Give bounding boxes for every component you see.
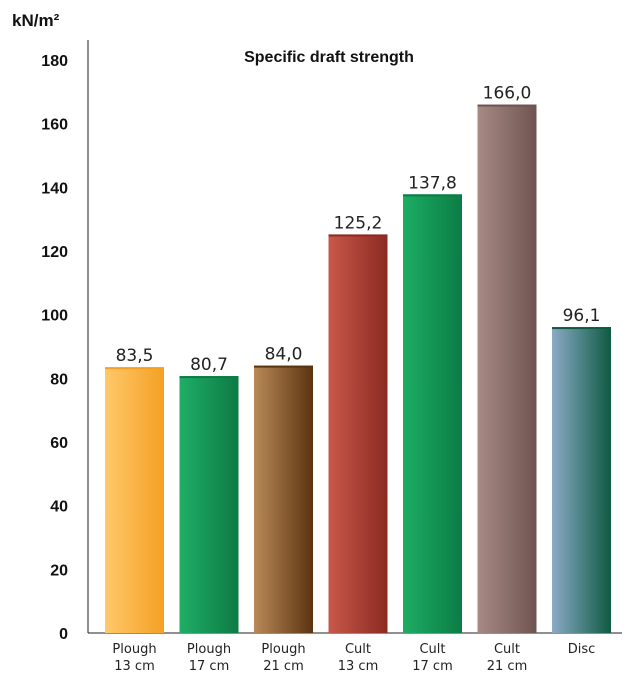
x-tick-label: Plough <box>187 642 231 657</box>
x-tick-label: Plough <box>112 642 156 657</box>
chart-title: Specific draft strength <box>244 49 414 66</box>
value-labels: 83,5 80,7 84,0 125,2 137,8 166,0 96,1 <box>116 84 601 376</box>
y-axis-label: kN/m² <box>12 11 60 30</box>
bar <box>105 367 164 633</box>
bar-value-label: 83,5 <box>116 346 154 366</box>
x-tick-label: 21 cm <box>263 659 304 674</box>
bar-value-label: 96,1 <box>563 306 601 326</box>
bar <box>552 327 611 633</box>
y-tick-label: 140 <box>41 180 68 197</box>
bar-top-edge <box>328 234 388 237</box>
y-tick-label: 180 <box>41 53 68 70</box>
bar-value-label: 137,8 <box>408 173 457 193</box>
bar-value-label: 166,0 <box>483 84 532 104</box>
bar-value-label: 80,7 <box>190 355 228 375</box>
x-tick-label: Disc <box>568 642 596 657</box>
bar <box>477 104 537 634</box>
bar <box>254 365 313 633</box>
y-tick-label: 160 <box>41 117 68 134</box>
bar-top-edge <box>552 327 611 330</box>
bar-value-label: 84,0 <box>265 345 303 365</box>
y-tick-label: 100 <box>41 308 68 325</box>
bar-top-edge <box>179 376 239 379</box>
x-tick-label: Cult <box>494 642 520 657</box>
x-tick-label: 13 cm <box>114 659 155 674</box>
bar-top-edge <box>477 104 537 107</box>
y-tick-label: 80 <box>50 371 68 388</box>
bar <box>179 376 239 633</box>
x-tick-label: Plough <box>261 642 305 657</box>
bars <box>105 104 611 634</box>
x-tick-label: 17 cm <box>189 659 230 674</box>
bar-value-label: 125,2 <box>334 213 383 233</box>
x-tick-label: Cult <box>345 642 371 657</box>
x-tick-label: 17 cm <box>412 659 453 674</box>
bar <box>403 194 462 633</box>
x-tick-label: Cult <box>419 642 445 657</box>
y-tick-label: 60 <box>50 435 68 452</box>
y-tick-label: 20 <box>50 562 68 579</box>
x-tick-label: 13 cm <box>338 659 379 674</box>
y-axis-ticks: 0 20 40 60 80 100 120 140 160 180 <box>41 53 68 643</box>
bar-top-edge <box>403 194 462 197</box>
bar-top-edge <box>105 367 164 370</box>
bar-top-edge <box>254 365 313 368</box>
y-tick-label: 0 <box>59 626 68 643</box>
y-tick-label: 120 <box>41 244 68 261</box>
bar <box>328 234 388 634</box>
x-axis-ticks: Plough 13 cm Plough 17 cm Plough 21 cm Cult 13 … <box>112 642 595 674</box>
y-tick-label: 40 <box>50 499 68 516</box>
x-tick-label: 21 cm <box>487 659 528 674</box>
